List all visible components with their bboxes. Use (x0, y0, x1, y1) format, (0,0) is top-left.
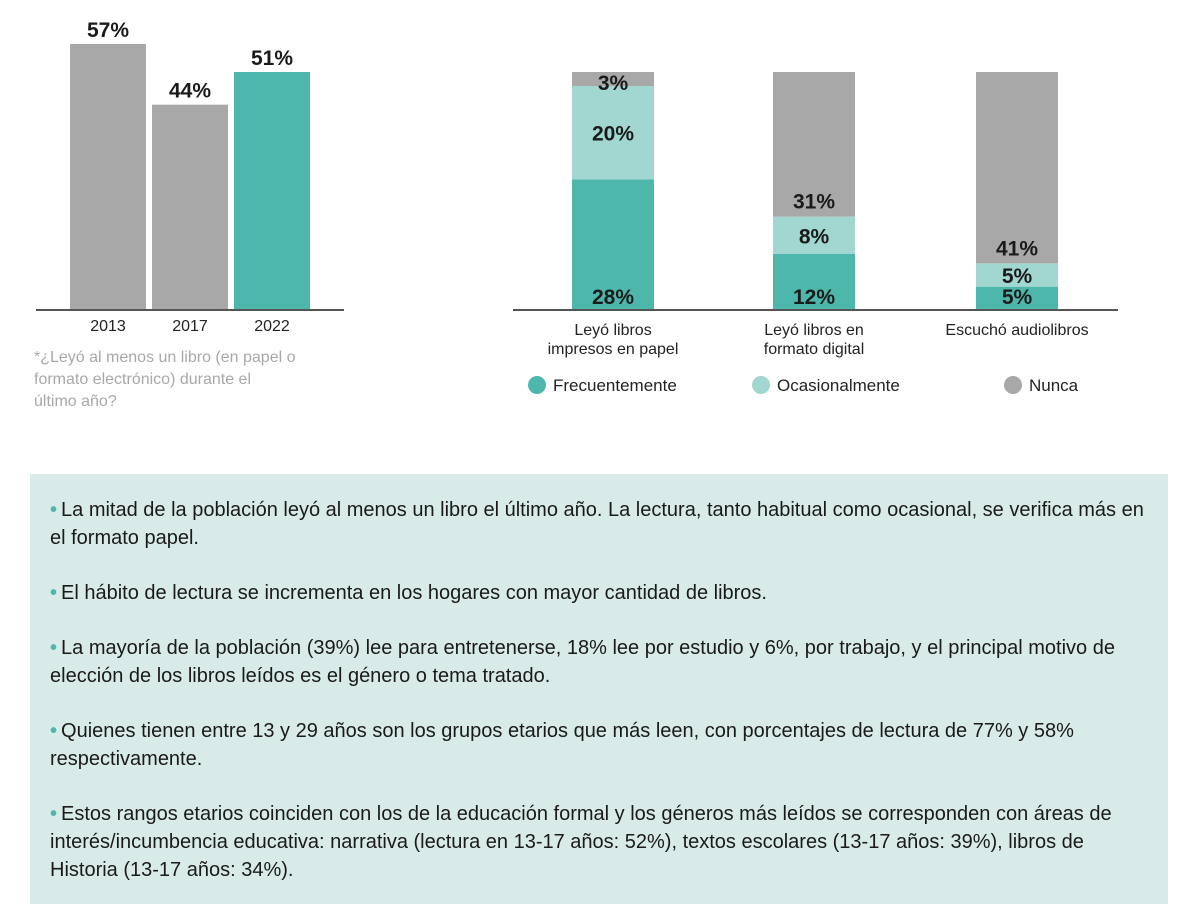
tick-label-2013: 2013 (90, 318, 126, 335)
segment-label-2-nunca: 31% (793, 191, 835, 214)
bullet-icon: • (50, 720, 58, 742)
finding-text: La mayoría de la población (39%) lee par… (50, 637, 1115, 687)
legend-label-ocasionalmente: Ocasionalmente (777, 376, 900, 395)
legend-swatch-frecuentemente (528, 376, 546, 394)
segment-label-2-frecuentemente: 12% (793, 286, 835, 309)
category-label-3-line-1: Escuchó audiolibros (945, 322, 1088, 339)
reading-by-format-chart: 28% 20% 3% Leyó libros impresos en papel 12% 8… (513, 72, 1118, 395)
legend-swatch-ocasionalmente (752, 376, 770, 394)
finding-text: El hábito de lectura se incrementa en lo… (61, 582, 767, 604)
bullet-icon: • (50, 499, 58, 521)
bar-segment-2-frecuentemente (773, 254, 855, 310)
finding-4: • Quienes tienen entre 13 y 29 años son l… (50, 717, 1148, 773)
bar-segment-3-frecuentemente (976, 286, 1058, 310)
category-label-1-line-2: impresos en papel (548, 341, 679, 358)
footnote-line-2: formato electrónico) durante el (34, 371, 251, 388)
legend-label-nunca: Nunca (1029, 376, 1079, 395)
legend-swatch-nunca (1004, 376, 1022, 394)
footnote-line-3: último año? (34, 393, 117, 410)
legend-label-frecuentemente: Frecuentemente (553, 376, 677, 395)
bullet-icon: • (50, 582, 58, 604)
finding-text: La mitad de la población leyó al menos u… (50, 499, 1144, 549)
bar-2017 (152, 104, 228, 311)
tick-label-2017: 2017 (172, 318, 208, 335)
segment-label-1-ocasionalmente: 20% (592, 123, 634, 146)
key-findings-panel: • La mitad de la población leyó al menos … (30, 474, 1168, 904)
bar-segment-2-nunca (773, 72, 855, 217)
bar-segment-3-ocasionalmente (976, 263, 1058, 287)
value-label-2017: 44% (169, 80, 211, 103)
segment-label-2-ocasionalmente: 8% (799, 225, 830, 248)
bar-segment-2-ocasionalmente (773, 216, 855, 254)
finding-text: Estos rangos etarios coinciden con los d… (50, 803, 1112, 881)
bullet-icon: • (50, 637, 58, 659)
value-label-2022: 51% (251, 47, 293, 70)
bullet-icon: • (50, 803, 58, 825)
bar-segment-1-ocasionalmente (572, 86, 654, 180)
category-label-2-line-2: formato digital (764, 341, 865, 358)
bar-2013 (70, 44, 146, 310)
reading-by-year-chart: 57% 2013 44% 2017 51% 2022 *¿Leyó al menos un … (34, 19, 344, 410)
bar-segment-1-frecuentemente (572, 179, 654, 310)
finding-text: Quienes tienen entre 13 y 29 años son lo… (50, 720, 1074, 770)
category-label-1-line-1: Leyó libros (574, 322, 651, 339)
finding-5: • Estos rangos etarios coinciden con los … (50, 800, 1148, 884)
segment-label-3-nunca: 41% (996, 237, 1038, 260)
segment-label-3-ocasionalmente: 5% (1002, 265, 1033, 288)
bar-segment-1-nunca (572, 72, 654, 86)
finding-1: • La mitad de la población leyó al menos … (50, 496, 1148, 552)
segment-label-1-frecuentemente: 28% (592, 286, 634, 309)
footnote-line-1: *¿Leyó al menos un libro (en papel o (34, 349, 296, 366)
bar-segment-3-nunca (976, 72, 1058, 264)
charts-area: 57% 2013 44% 2017 51% 2022 *¿Leyó al menos un … (34, 19, 1118, 410)
tick-label-2022: 2022 (254, 318, 290, 335)
segment-label-3-frecuentemente: 5% (1002, 286, 1033, 309)
bar-2022 (234, 72, 310, 310)
value-label-2013: 57% (87, 19, 129, 42)
finding-2: • El hábito de lectura se incrementa en l… (50, 579, 1148, 607)
finding-3: • La mayoría de la población (39%) lee pa… (50, 634, 1148, 690)
segment-label-1-nunca: 3% (598, 72, 629, 95)
category-label-2-line-1: Leyó libros en (764, 322, 864, 339)
